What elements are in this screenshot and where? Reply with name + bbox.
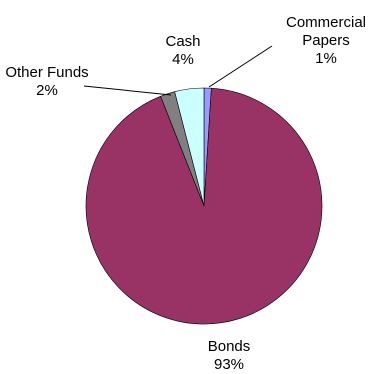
slice-name-label: Bonds	[208, 338, 251, 355]
slice-name-label: Papers	[302, 32, 350, 49]
slice-value-label: 1%	[315, 50, 337, 67]
pie-slice-bonds	[85, 87, 323, 325]
leader-line-other-funds	[83, 85, 172, 96]
slice-name-label: Other Funds	[5, 64, 88, 81]
slice-value-label: 93%	[214, 356, 244, 373]
leader-line-commercial-papers	[208, 45, 273, 88]
leader-lines	[83, 45, 273, 96]
slice-name-label: Commercial	[286, 14, 366, 31]
slice-label-other-funds: Other Funds 2%	[5, 64, 88, 99]
slice-label-bonds: Bonds 93%	[208, 338, 251, 373]
slice-value-label: 2%	[36, 82, 58, 99]
pie-slice-cash	[174, 87, 205, 207]
slice-value-label: 4%	[172, 51, 194, 68]
slice-name-label: Cash	[165, 33, 200, 50]
slice-label-commercial-papers: Commercial Papers 1%	[286, 14, 366, 67]
slice-labels: Commercial Papers 1% Bonds 93% Other Funds 2% C…	[5, 14, 366, 373]
slice-label-cash: Cash 4%	[165, 33, 200, 68]
pie-slices	[85, 87, 323, 325]
